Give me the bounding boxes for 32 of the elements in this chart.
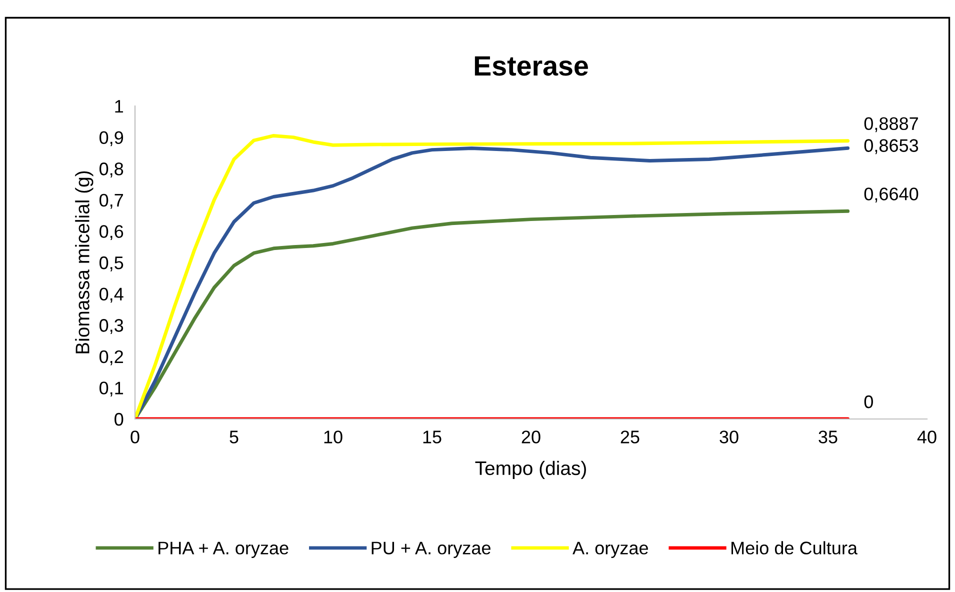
data-label: 0,6640 [864,188,918,202]
x-tick-label: 15 [423,430,442,444]
legend-label: Meio de Cultura [732,541,858,554]
y-tick-label: 0,2 [99,350,123,366]
chart-title: Esterase [474,56,588,76]
x-tick-label: 0 [130,430,140,444]
line-series [135,209,850,419]
y-tick-label: 0,4 [99,288,124,303]
y-tick-label: 0,5 [99,256,124,272]
x-tick-label: 25 [620,430,640,444]
y-tick-label: 1 [115,100,124,113]
y-tick-label: 0,6 [99,225,124,240]
y-tick-label: 0,9 [99,131,124,146]
x-tick-label: 40 [917,430,936,444]
x-tick-label: 20 [522,430,540,444]
y-tick-label: 0,3 [99,319,124,334]
y-tick-label: 0,7 [99,194,123,209]
x-tick-label: 30 [720,430,738,444]
x-tick-label: 10 [324,430,342,444]
x-tick-label: 35 [818,430,838,444]
x-axis-title: Tempo (dias) [475,460,586,479]
data-label: 0,8653 [864,139,918,154]
y-tick-label: 0,1 [99,382,124,397]
legend-label: A. oryzae [572,542,648,558]
legend-label: PHA + A. oryzae [158,542,288,558]
x-tick-label: 5 [230,430,238,444]
y-tick-label: 0 [114,412,124,426]
data-label: 0,8887 [864,117,918,132]
y-axis-title: Biomassa micelial (g) [75,171,94,354]
data-label: 0 [864,395,873,408]
legend-label: PU + A. oryzae [372,542,490,558]
y-tick-label: 0,8 [99,162,124,178]
